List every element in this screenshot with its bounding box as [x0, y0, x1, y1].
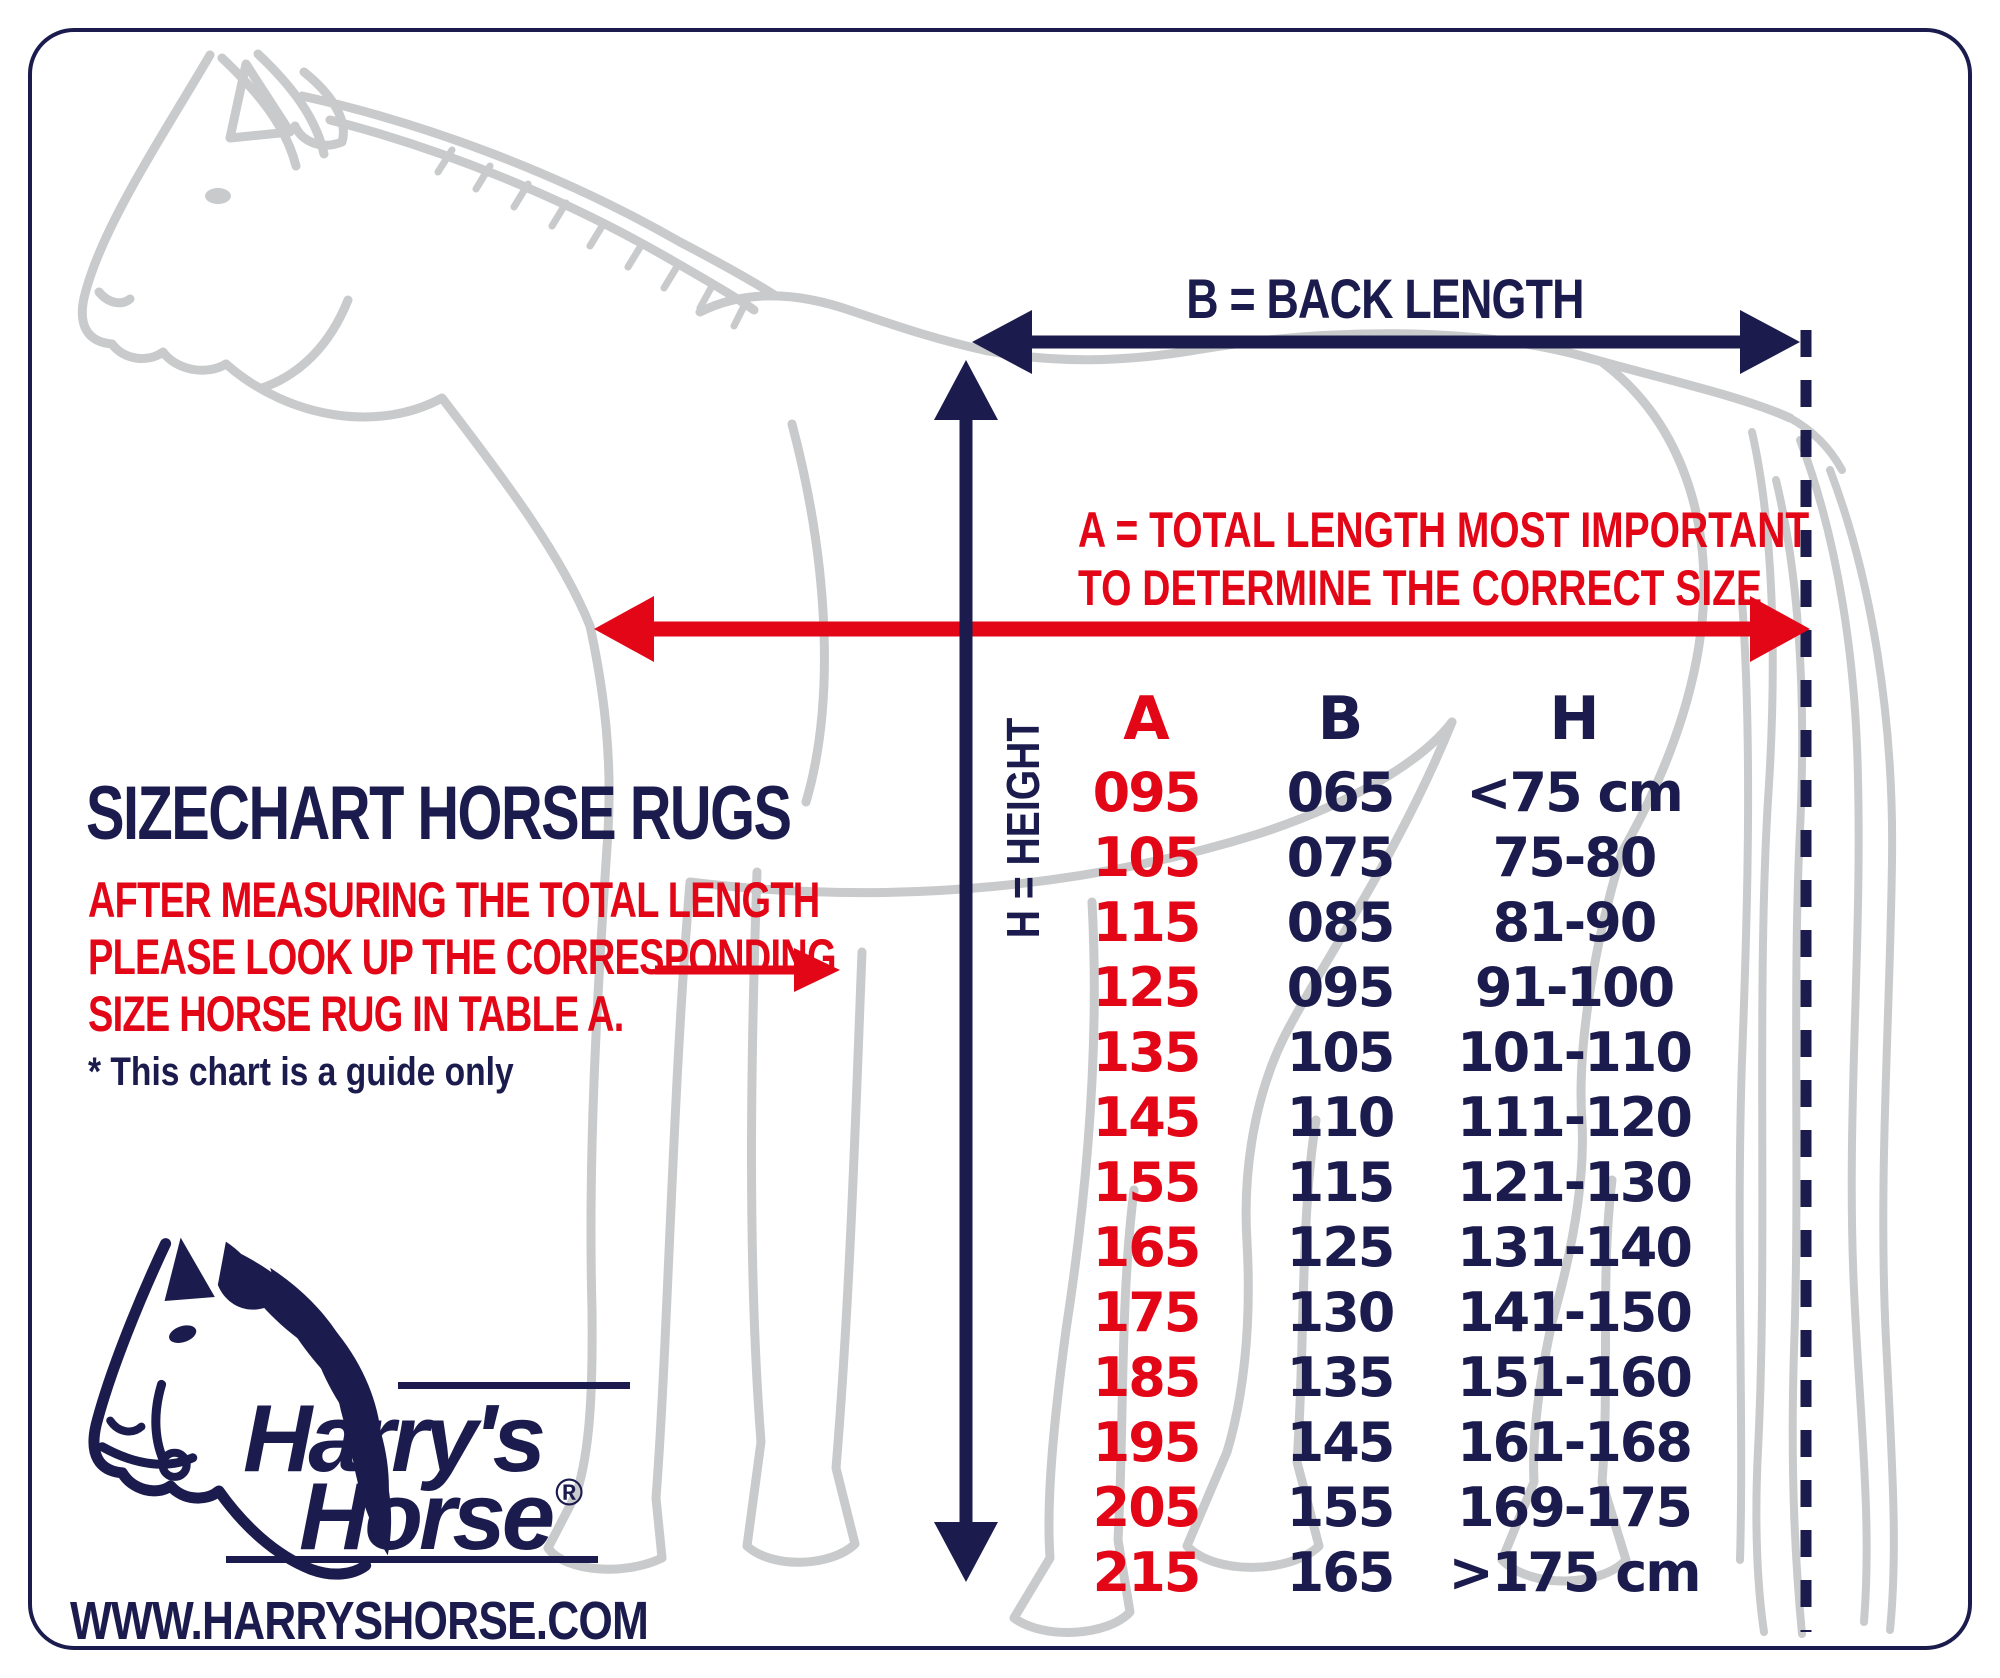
table-cell: 095: [1286, 956, 1396, 1019]
table-cell: 215: [1092, 1541, 1202, 1604]
table-cell: 185: [1092, 1346, 1202, 1409]
table-cell: 81-90: [1492, 891, 1658, 954]
horse-jaw-neck-chest: [221, 359, 614, 837]
horse-ear-left: [225, 59, 295, 143]
table-cell: 195: [1092, 1411, 1202, 1474]
page-title: SIZECHART HORSE RUGS: [86, 771, 792, 856]
table-cell: 155: [1092, 1151, 1202, 1214]
horse-outline-art: [77, 49, 1898, 1638]
table-cell: >175 cm: [1448, 1541, 1701, 1604]
arrowhead-right-icon: [1740, 310, 1800, 374]
arrowhead-right-icon: [1750, 596, 1810, 662]
horse-front-leg-far: [742, 867, 867, 1567]
horse-ear-right: [290, 67, 348, 150]
instruction-line: SIZE HORSE RUG IN TABLE A.: [88, 986, 624, 1042]
horse-mane-braid-ticks: [434, 146, 748, 330]
back-length-arrow: [972, 310, 1800, 374]
table-cell: 205: [1092, 1476, 1202, 1539]
table-cell: 155: [1286, 1476, 1396, 1539]
table-cell: 115: [1092, 891, 1202, 954]
instruction-line: PLEASE LOOK UP THE CORRESPONDING: [88, 929, 837, 985]
table-cell: 125: [1286, 1216, 1396, 1279]
horse-forelock: [217, 49, 329, 171]
table-cell: 075: [1286, 826, 1396, 889]
instruction-line: AFTER MEASURING THE TOTAL LENGTH: [88, 872, 820, 928]
horse-mane-braid-line: [325, 115, 759, 315]
card-border: [28, 28, 1972, 1650]
total-length-arrow: [594, 596, 1810, 662]
horse-front-leg-near: [543, 827, 695, 1574]
table-cell: 065: [1286, 761, 1396, 824]
table-cell: 105: [1092, 826, 1202, 889]
brand-website: WWW.HARRYSHORSE.COM: [70, 1591, 649, 1651]
arrowhead-up-icon: [934, 360, 998, 420]
instruction-text: AFTER MEASURING THE TOTAL LENGTH PLEASE …: [88, 872, 837, 1043]
horse-hind-leg-far: [1009, 897, 1139, 1637]
total-length-label: A = TOTAL LENGTH MOST IMPORTANT TO DETER…: [1078, 501, 1810, 617]
horse-belly: [685, 717, 1457, 898]
table-cell: 131-140: [1457, 1216, 1693, 1279]
registered-trademark-icon: ®: [555, 1472, 584, 1514]
table-cell: 135: [1286, 1346, 1396, 1409]
horse-eye: [205, 188, 231, 204]
table-cell: 121-130: [1457, 1151, 1693, 1214]
table-pointer-arrow: [655, 948, 840, 992]
brand-name-line2: Horse ®: [299, 1462, 583, 1572]
horse-muzzle: [107, 339, 231, 375]
disclaimer-note: * This chart is a guide only: [88, 1050, 514, 1094]
table-cell: 145: [1092, 1086, 1202, 1149]
table-cell: 101-110: [1457, 1021, 1693, 1084]
horse-shoulder: [787, 419, 829, 807]
table-cell: 115: [1286, 1151, 1396, 1214]
table-cell: 169-175: [1457, 1476, 1693, 1539]
table-cell: 095: [1092, 761, 1202, 824]
table-cell: 135: [1092, 1021, 1202, 1084]
horse-cheek: [257, 295, 353, 393]
table-cell: 175: [1092, 1281, 1202, 1344]
total-length-label-line2: TO DETERMINE THE CORRECT SIZE: [1078, 560, 1762, 616]
horse-crest: [297, 91, 781, 301]
height-arrow: [934, 360, 998, 1582]
back-length-label: B = BACK LENGTH: [1186, 267, 1584, 330]
table-header-h: H: [1549, 684, 1599, 754]
table-cell: 125: [1092, 956, 1202, 1019]
arrowhead-left-icon: [972, 310, 1032, 374]
table-cell: 141-150: [1457, 1281, 1693, 1344]
table-cell: 110: [1286, 1086, 1396, 1149]
table-cell: 161-168: [1457, 1411, 1693, 1474]
table-cell: 105: [1286, 1021, 1396, 1084]
brand-horse-head-icon: [88, 1237, 392, 1580]
size-table: A B H 095 065 <75 cm 105 075 75-80 115 0…: [1040, 678, 1720, 1605]
table-cell: 145: [1286, 1411, 1396, 1474]
arrowhead-down-icon: [934, 1522, 998, 1582]
horse-tail: [1735, 414, 1898, 1638]
table-cell: 151-160: [1457, 1346, 1693, 1409]
table-cell: 75-80: [1492, 826, 1658, 889]
brand-name-line1: Harry's: [243, 1385, 546, 1492]
table-cell: 085: [1286, 891, 1396, 954]
table-cell: 130: [1286, 1281, 1396, 1344]
table-header-a: A: [1123, 684, 1169, 754]
horse-hind-leg-near: [1182, 717, 1457, 1572]
horse-head-top: [77, 50, 215, 349]
table-cell: 165: [1286, 1541, 1396, 1604]
table-cell: 165: [1092, 1216, 1202, 1279]
total-length-label-line1: A = TOTAL LENGTH MOST IMPORTANT: [1078, 502, 1810, 558]
horse-nostril: [94, 287, 135, 308]
brand-name-text: Horse: [299, 1463, 555, 1570]
arrowhead-right-icon: [794, 948, 840, 992]
table-cell: 111-120: [1457, 1086, 1693, 1149]
table-cell: <75 cm: [1466, 761, 1683, 824]
brand-rule-top: [398, 1382, 630, 1389]
table-cell: 91-100: [1474, 956, 1675, 1019]
table-header-b: B: [1317, 684, 1364, 754]
brand-rule-bottom: [226, 1556, 598, 1563]
arrowhead-left-icon: [594, 596, 654, 662]
